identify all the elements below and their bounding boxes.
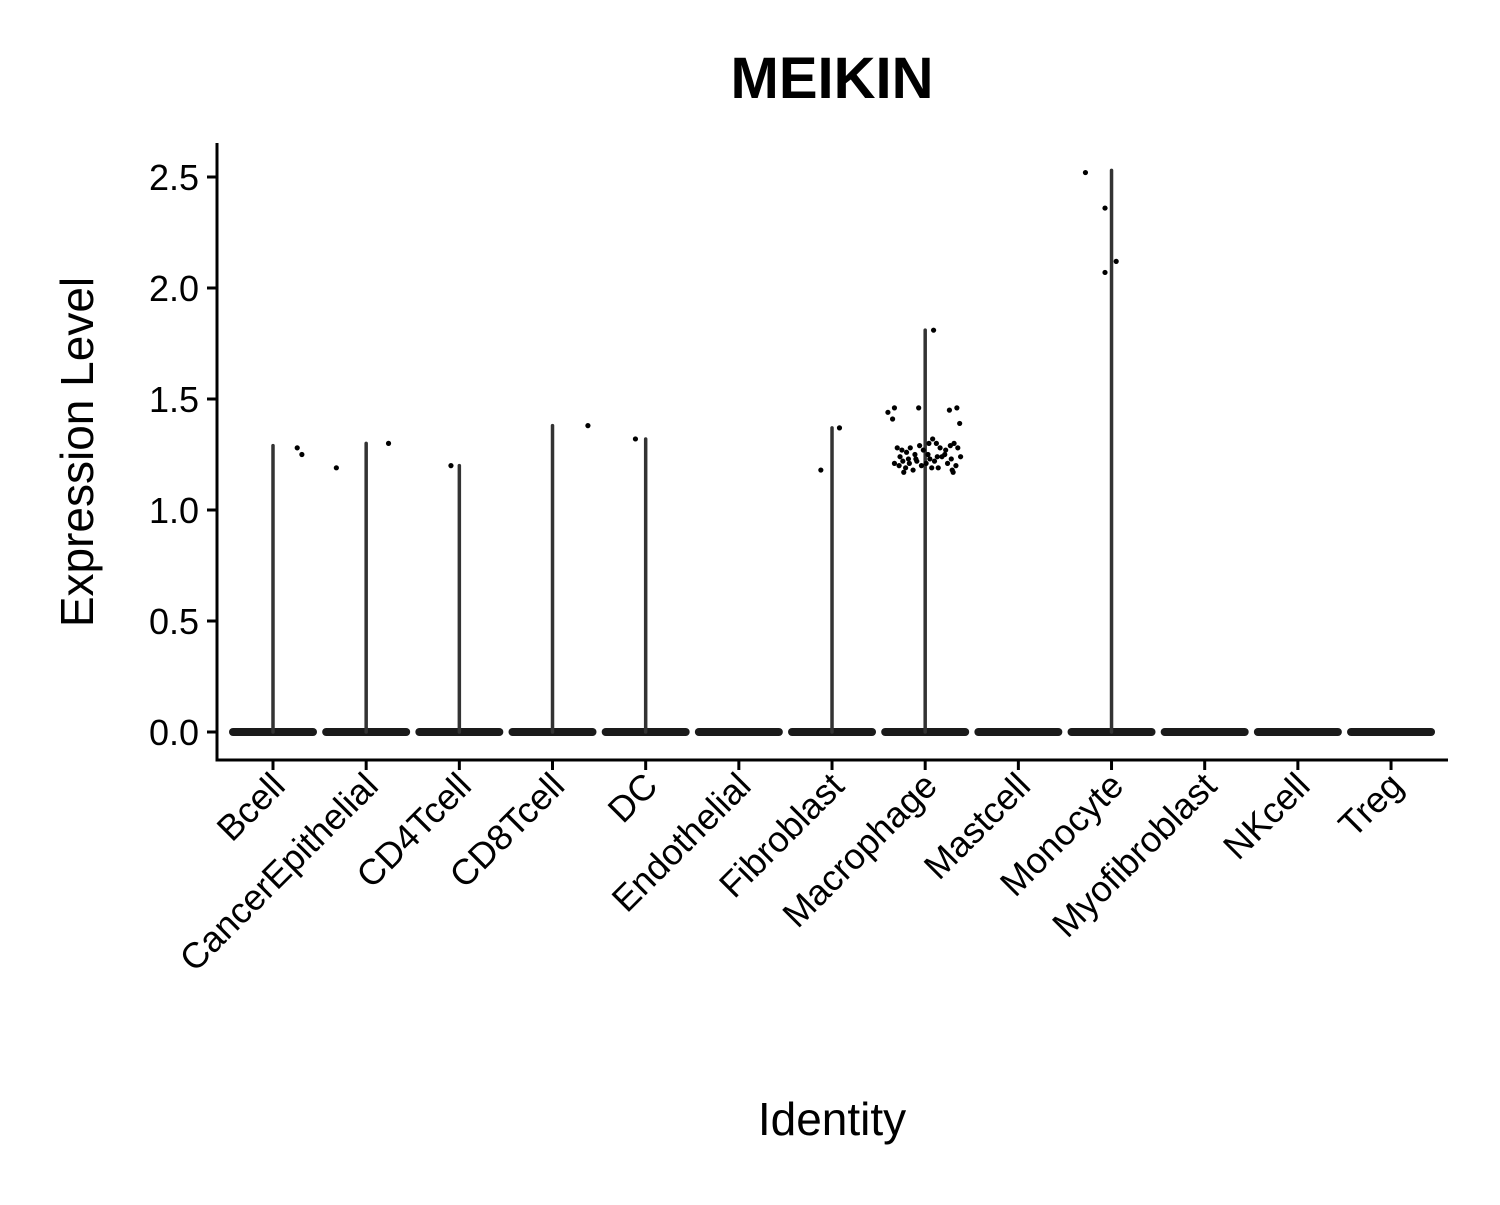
data-point-macrophage — [910, 467, 916, 473]
x-tick-label-dc: DC — [600, 765, 666, 831]
data-point-macrophage — [896, 463, 902, 469]
chart-title: MEIKIN — [731, 46, 934, 111]
data-point-macrophage — [900, 458, 906, 464]
data-point-macrophage — [926, 440, 932, 446]
data-point-monocyte — [1102, 269, 1108, 276]
data-point-macrophage — [906, 460, 912, 466]
data-point-fibroblast — [836, 425, 843, 431]
violin-base-nkcell — [1253, 728, 1342, 736]
y-axis-title: Expression Level — [51, 277, 103, 627]
x-tick-label-treg: Treg — [1330, 765, 1410, 845]
data-point-macrophage — [955, 445, 961, 451]
data-point-cd8tcell — [585, 423, 591, 429]
x-tick-label-nkcell: NKcell — [1215, 765, 1318, 868]
data-point-macrophage — [925, 451, 931, 458]
y-tick-label: 2.0 — [149, 268, 199, 309]
violin-base-mastcell — [974, 728, 1063, 736]
data-point-fibroblast — [818, 467, 824, 473]
data-point-macrophage — [935, 465, 941, 471]
y-tick-label: 1.0 — [149, 490, 199, 531]
data-point-macrophage — [916, 443, 923, 449]
y-tick-label: 0.0 — [149, 712, 199, 753]
data-point-macrophage — [943, 447, 949, 453]
data-point-macrophage — [891, 405, 898, 411]
data-point-macrophage — [891, 460, 898, 466]
data-point-macrophage — [920, 447, 926, 453]
data-point-macrophage — [933, 440, 939, 446]
data-point-macrophage — [912, 451, 918, 458]
data-point-macrophage — [918, 463, 925, 469]
data-point-macrophage — [930, 327, 937, 333]
data-point-macrophage — [930, 436, 936, 442]
data-point-macrophage — [894, 445, 900, 451]
data-point-macrophage — [948, 456, 954, 462]
data-point-cd4tcell — [448, 463, 454, 469]
axes-layer: 0.00.51.01.52.02.5BcellCancerEpithelialC… — [149, 143, 1448, 979]
data-point-macrophage — [950, 469, 956, 475]
violin-layer — [229, 168, 1436, 736]
data-point-macrophage — [954, 405, 960, 411]
data-point-macrophage — [903, 465, 909, 471]
y-tick-label: 0.5 — [149, 601, 199, 642]
data-point-macrophage — [903, 449, 910, 455]
data-point-bcell — [294, 445, 300, 451]
data-point-cancerepithelial — [333, 465, 339, 471]
data-point-macrophage — [899, 447, 905, 453]
data-point-bcell — [299, 451, 305, 458]
data-point-monocyte — [1082, 169, 1089, 176]
data-point-macrophage — [934, 454, 940, 460]
data-point-macrophage — [929, 465, 935, 471]
data-point-macrophage — [905, 456, 912, 462]
data-point-cancerepithelial — [385, 440, 392, 446]
data-point-macrophage — [885, 409, 891, 415]
data-point-macrophage — [951, 440, 957, 446]
x-axis-title: Identity — [758, 1093, 906, 1145]
data-point-macrophage — [946, 407, 953, 413]
data-point-macrophage — [944, 460, 951, 466]
violin-base-treg — [1347, 728, 1436, 736]
data-point-macrophage — [913, 456, 919, 462]
data-point-macrophage — [916, 405, 922, 411]
data-point-macrophage — [953, 463, 959, 469]
y-tick-label: 1.5 — [149, 379, 199, 420]
data-point-dc — [632, 436, 639, 442]
violin-base-endothelial — [694, 728, 783, 736]
data-point-macrophage — [937, 445, 943, 451]
violin-base-myofibroblast — [1160, 728, 1249, 736]
data-point-macrophage — [897, 454, 903, 460]
data-point-monocyte — [1102, 205, 1108, 211]
data-point-macrophage — [957, 420, 963, 427]
data-point-macrophage — [907, 445, 913, 451]
data-point-macrophage — [957, 454, 964, 460]
y-tick-label: 2.5 — [149, 157, 199, 198]
data-point-macrophage — [942, 451, 948, 458]
data-point-monocyte — [1113, 258, 1119, 264]
data-point-macrophage — [901, 469, 907, 475]
x-tick-label-bcell: Bcell — [208, 765, 292, 849]
point-layer — [294, 169, 1119, 475]
data-point-macrophage — [889, 416, 896, 422]
x-tick-label-myofibroblast: Myofibroblast — [1044, 765, 1224, 945]
data-point-macrophage — [927, 456, 933, 462]
data-point-macrophage — [931, 458, 938, 464]
data-point-macrophage — [923, 460, 929, 466]
